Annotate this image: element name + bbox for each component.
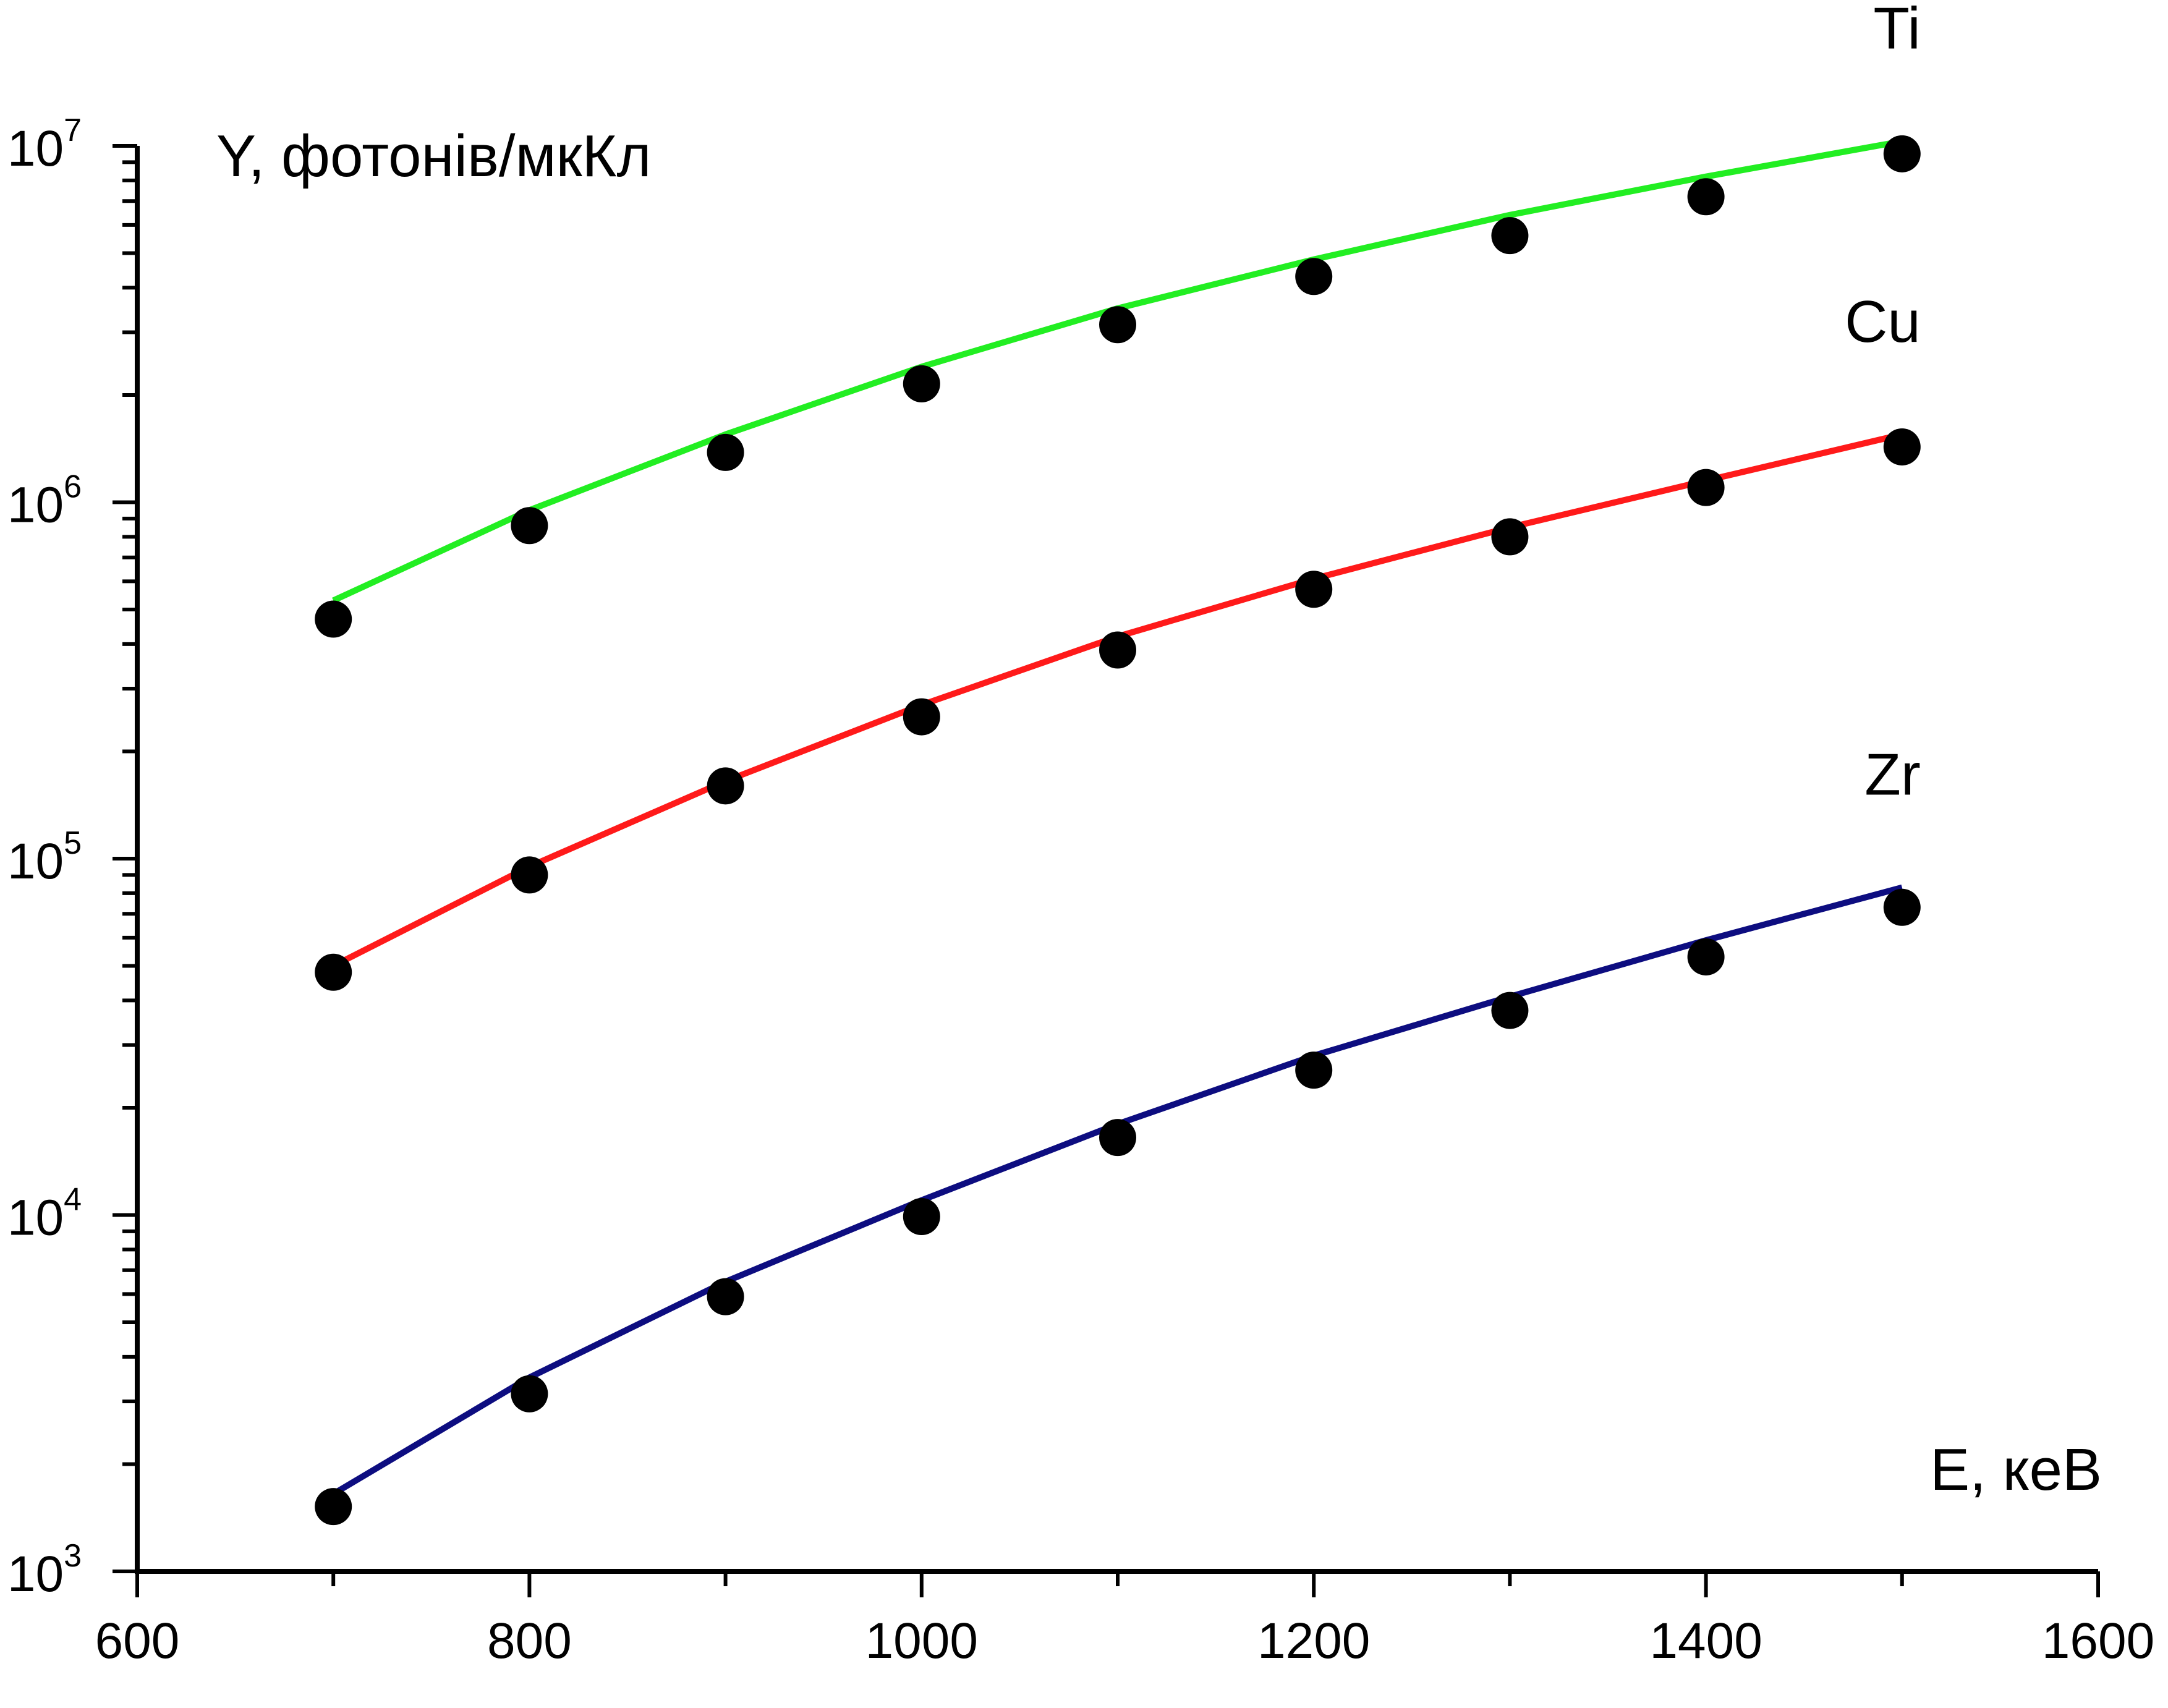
data-point-ti <box>1491 217 1529 255</box>
data-point-cu <box>511 856 548 894</box>
data-point-zr <box>707 1278 744 1315</box>
labels: Y, фотонів/мкКл E, кеВ <box>216 123 2102 1503</box>
y-tick-label: 107 <box>7 113 82 177</box>
x-axis-title: E, кеВ <box>1930 1437 2102 1503</box>
series-label-ti: Ti <box>1873 0 1920 62</box>
series-line-cu <box>331 431 1903 969</box>
data-point-cu <box>707 767 744 805</box>
axes <box>135 146 2098 1574</box>
x-tick-label: 1200 <box>1257 1613 1370 1669</box>
series-label-cu: Cu <box>1845 289 1921 355</box>
data-point-cu <box>1295 571 1333 608</box>
data-point-ti <box>315 600 352 638</box>
data-point-ti <box>903 365 940 402</box>
data-point-cu <box>1883 428 1921 465</box>
y-axis-title: Y, фотонів/мкКл <box>216 123 652 189</box>
data-point-cu <box>903 698 940 736</box>
y-tick-label: 104 <box>7 1182 82 1246</box>
data-point-cu <box>315 953 352 991</box>
data-point-ti <box>1099 306 1136 344</box>
data-point-zr <box>1099 1119 1136 1157</box>
data-point-zr <box>903 1198 940 1236</box>
data-point-cu <box>1687 469 1725 506</box>
series-line-ti <box>332 138 1903 603</box>
x-tick-label: 1600 <box>2042 1613 2154 1669</box>
x-tick-label: 1400 <box>1649 1613 1762 1669</box>
data-point-zr <box>1295 1052 1333 1089</box>
x-tick-label: 800 <box>487 1613 572 1669</box>
data-point-cu <box>1491 518 1529 556</box>
data-point-zr <box>1883 888 1921 926</box>
x-tick-label: 1000 <box>865 1613 978 1669</box>
data-point-zr <box>1687 938 1725 975</box>
data-point-ti <box>1687 178 1725 216</box>
ticks: 600 800 1000 1200 1400 1600 103 104 105 106 107 <box>7 113 2154 1669</box>
data-point-ti <box>1295 258 1333 295</box>
data-point-zr <box>511 1375 548 1413</box>
series-label-zr: Zr <box>1864 742 1921 808</box>
data-point-ti <box>707 433 744 471</box>
x-tick-label: 600 <box>95 1613 180 1669</box>
data-point-zr <box>315 1488 352 1526</box>
y-tick-label: 103 <box>7 1538 82 1602</box>
y-tick-label: 106 <box>7 469 82 533</box>
series-layer: Ti Cu Zr <box>315 0 1921 1526</box>
y-tick-label: 105 <box>7 825 82 890</box>
data-point-cu <box>1099 631 1136 669</box>
data-point-ti <box>511 507 548 545</box>
series-line-zr <box>331 884 1903 1497</box>
data-point-zr <box>1491 992 1529 1029</box>
data-point-ti <box>1883 135 1921 172</box>
